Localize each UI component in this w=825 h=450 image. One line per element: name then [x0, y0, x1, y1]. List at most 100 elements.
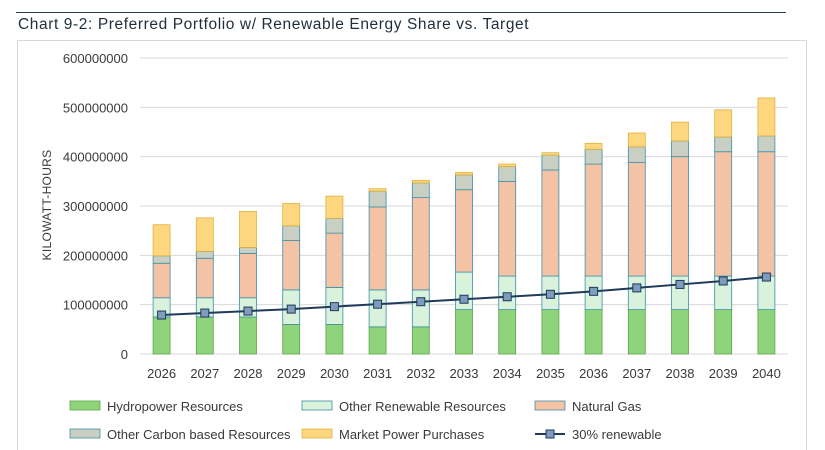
marker-30-renewable-2034: [502, 292, 512, 302]
legend-label-other-carbon-based-resources: Other Carbon based Resources: [107, 427, 291, 442]
bar-natural-gas-2039: [714, 151, 733, 277]
bar-natural-gas-2036: [584, 163, 603, 277]
x-tick-label: 2035: [536, 366, 565, 381]
bar-hydropower-resources-2035: [541, 309, 560, 355]
bar-market-power-purchases-2038: [671, 121, 689, 142]
bar-other-carbon-based-resources-2030: [325, 217, 344, 234]
x-tick-label: 2033: [450, 366, 479, 381]
bar-market-power-purchases-2035: [541, 152, 560, 156]
x-tick-label: 2031: [363, 366, 392, 381]
x-tick-label: 2038: [666, 366, 695, 381]
bar-hydropower-resources-2031: [368, 326, 387, 355]
marker-30-renewable-2038: [675, 279, 685, 289]
bar-other-carbon-based-resources-2035: [541, 154, 560, 171]
x-tick-label: 2036: [579, 366, 608, 381]
marker-30-renewable-2036: [589, 286, 599, 296]
x-tick-label: 2040: [752, 366, 781, 381]
legend-swatch-other-carbon-based-resources: [69, 428, 101, 439]
y-tick-label: 600000000: [63, 51, 128, 66]
bar-market-power-purchases-2036: [584, 142, 603, 150]
bar-other-carbon-based-resources-2029: [282, 225, 301, 241]
bar-market-power-purchases-2033: [455, 172, 473, 176]
bar-other-carbon-based-resources-2028: [239, 247, 257, 254]
marker-30-renewable-2039: [718, 276, 728, 286]
bar-hydropower-resources-2039: [714, 309, 733, 355]
bar-natural-gas-2027: [195, 257, 214, 299]
x-tick-label: 2034: [493, 366, 522, 381]
marker-30-renewable-2027: [200, 308, 210, 318]
bar-hydropower-resources-2032: [411, 326, 430, 355]
bar-hydropower-resources-2034: [498, 309, 517, 355]
x-tick-label: 2027: [190, 366, 219, 381]
legend-swatch-marker-30-renewable: [545, 429, 555, 439]
marker-30-renewable-2033: [459, 294, 469, 304]
marker-30-renewable-2032: [416, 297, 426, 307]
bar-hydropower-resources-2027: [195, 316, 214, 355]
legend-label-natural-gas: Natural Gas: [572, 399, 642, 414]
marker-30-renewable-2031: [373, 299, 383, 309]
y-tick-label: 0: [121, 347, 128, 362]
bar-market-power-purchases-2029: [282, 203, 301, 227]
bar-other-renewable-resources-2033: [455, 271, 473, 310]
legend-label-30-renewable: 30% renewable: [572, 427, 662, 442]
bar-natural-gas-2037: [627, 162, 646, 277]
bar-other-carbon-based-resources-2033: [455, 174, 473, 191]
legend-swatch-other-renewable-resources: [301, 400, 333, 411]
bar-hydropower-resources-2030: [325, 323, 344, 355]
bar-hydropower-resources-2028: [239, 316, 257, 355]
marker-30-renewable-2035: [545, 289, 555, 299]
y-tick-label: 200000000: [63, 248, 128, 263]
bar-hydropower-resources-2036: [584, 309, 603, 355]
bar-other-carbon-based-resources-2026: [152, 255, 171, 264]
bar-other-carbon-based-resources-2039: [714, 136, 733, 153]
x-tick-label: 2029: [277, 366, 306, 381]
bar-natural-gas-2031: [368, 206, 387, 291]
x-tick-label: 2032: [406, 366, 435, 381]
x-tick-label: 2030: [320, 366, 349, 381]
y-tick-label: 100000000: [63, 298, 128, 313]
bar-hydropower-resources-2037: [627, 309, 646, 355]
legend-label-hydropower-resources: Hydropower Resources: [107, 399, 243, 414]
bar-other-carbon-based-resources-2036: [584, 148, 603, 165]
bar-other-renewable-resources-2032: [411, 289, 430, 328]
bar-market-power-purchases-2031: [368, 188, 387, 192]
bar-market-power-purchases-2032: [411, 179, 430, 184]
page-title: Chart 9-2: Preferred Portfolio w/ Renewa…: [18, 16, 530, 33]
y-axis-label: KILOWATT-HOURS: [40, 150, 54, 261]
bar-hydropower-resources-2038: [671, 309, 689, 355]
legend-label-market-power-purchases: Market Power Purchases: [339, 427, 485, 442]
title-rule: [16, 12, 786, 13]
legend-label-other-renewable-resources: Other Renewable Resources: [339, 399, 506, 414]
legend-swatch-market-power-purchases: [301, 428, 333, 439]
bar-market-power-purchases-2039: [714, 109, 733, 138]
y-tick-label: 500000000: [63, 100, 128, 115]
bar-stacks: [152, 97, 776, 355]
bar-hydropower-resources-2033: [455, 309, 473, 355]
marker-30-renewable-2037: [632, 283, 642, 293]
bar-hydropower-resources-2026: [152, 316, 171, 355]
bar-natural-gas-2038: [671, 156, 689, 277]
bar-market-power-purchases-2027: [195, 217, 214, 252]
bar-natural-gas-2026: [152, 262, 171, 299]
marker-30-renewable-2028: [243, 306, 253, 316]
chart-frame: [17, 40, 807, 450]
legend-swatch-natural-gas: [534, 400, 566, 411]
y-axis-ticks: 0 100000000 200000000 300000000 400000000 500…: [63, 51, 128, 362]
bar-market-power-purchases-2034: [498, 163, 517, 167]
x-tick-label: 2037: [622, 366, 651, 381]
x-tick-label: 2039: [709, 366, 738, 381]
bar-hydropower-resources-2040: [757, 309, 776, 355]
bar-natural-gas-2040: [757, 151, 776, 277]
x-tick-label: 2028: [234, 366, 263, 381]
marker-30-renewable-2040: [761, 272, 771, 282]
bar-other-carbon-based-resources-2040: [757, 135, 776, 153]
bar-natural-gas-2030: [325, 232, 344, 288]
bar-natural-gas-2032: [411, 197, 430, 291]
bar-natural-gas-2035: [541, 169, 560, 277]
y-tick-label: 400000000: [63, 150, 128, 165]
marker-30-renewable-2026: [157, 310, 167, 320]
bar-market-power-purchases-2037: [627, 132, 646, 148]
bar-market-power-purchases-2040: [757, 97, 776, 137]
marker-30-renewable-2029: [286, 304, 296, 314]
